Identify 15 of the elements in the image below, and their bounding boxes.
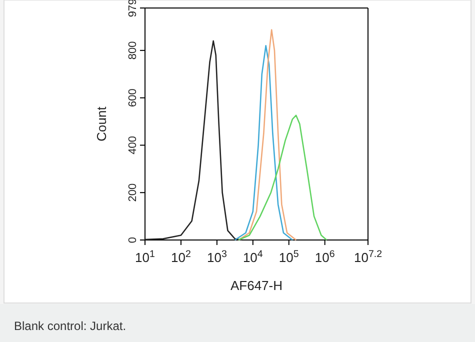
x-tick-label: 10$^{5}$ <box>278 248 300 265</box>
x-tick-label: 10$^{6}$ <box>314 248 335 265</box>
x-axis-title: AF647-H <box>230 278 283 293</box>
x-tick-label: 10$^{2}$ <box>171 248 191 265</box>
y-axis-title: Count <box>94 106 109 142</box>
x-tick-label: 10$^{7.2}$ <box>354 248 382 265</box>
x-tick-label: 10$^{4}$ <box>242 248 264 265</box>
y-tick-label: 600 <box>127 88 139 107</box>
y-tick-label: 200 <box>127 183 139 202</box>
y-tick-label: 800 <box>127 41 139 60</box>
text: Blank control: Jurkat. <box>14 319 126 333</box>
y-tick-label: 0 <box>127 236 139 244</box>
y-tick-label: 400 <box>127 136 139 154</box>
x-tick-label: 10$^{3}$ <box>206 248 227 265</box>
x-tick-label: 10$^{1}$ <box>135 248 155 265</box>
